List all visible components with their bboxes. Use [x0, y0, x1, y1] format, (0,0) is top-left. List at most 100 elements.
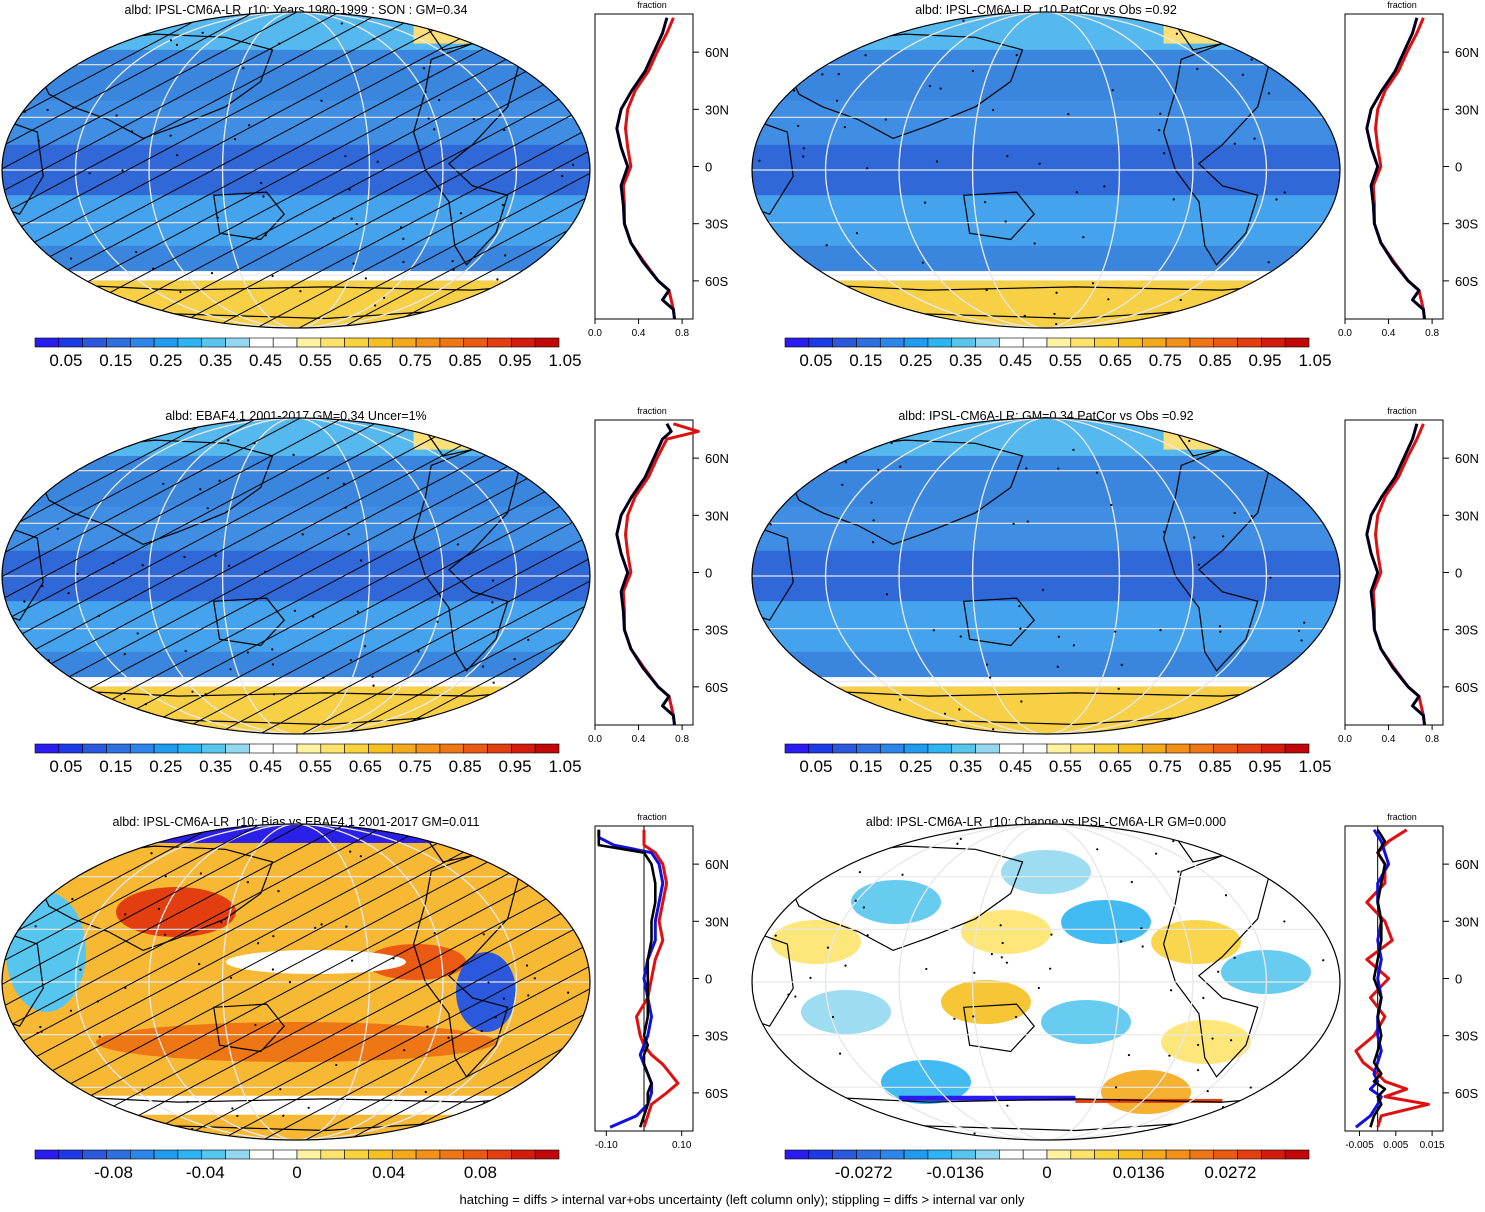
colorbar-swatch — [415, 337, 441, 348]
colorbar-swatch — [903, 337, 929, 348]
colorbar-swatch — [129, 337, 155, 348]
colorbar-swatch — [82, 743, 107, 754]
colorbar-swatch — [1237, 337, 1262, 348]
colorbar-swatch — [368, 337, 393, 348]
zonal-line-obs — [1354, 828, 1430, 1128]
colorbar: -0.0272 -0.0136 0 0.0136 0.0272 — [784, 1149, 1310, 1182]
colorbar-swatch — [511, 337, 536, 348]
colorbar-swatch — [784, 337, 810, 348]
coastline — [1162, 448, 1271, 672]
colorbar-swatch — [391, 743, 417, 754]
colorbar-swatch — [415, 743, 441, 754]
colorbar-tick-label: 0.45 — [249, 757, 282, 776]
colorbar-tick-label: 0.85 — [449, 757, 482, 776]
colorbar-tick-label: 0.55 — [299, 351, 332, 370]
zonal-x-tick-label: 0.4 — [632, 328, 646, 339]
colorbar-swatch — [879, 1149, 905, 1160]
colorbar-tick-label: 0.15 — [99, 351, 132, 370]
map-border — [751, 11, 1341, 329]
lat-tick-label: 60S — [705, 1086, 728, 1101]
colorbar-swatch — [225, 1149, 250, 1160]
colorbar-swatch — [1141, 1149, 1167, 1160]
colorbar-swatch — [82, 1149, 107, 1160]
zonal-x-tick-label: 0.8 — [1425, 734, 1439, 745]
colorbar-tick-label: 0.75 — [399, 757, 432, 776]
zonal-line-model — [615, 423, 676, 726]
colorbar-tick-label: 0.35 — [949, 351, 982, 370]
zonal-line-other — [1369, 829, 1387, 1128]
colorbar-swatch — [106, 337, 131, 348]
colorbar-tick-label: 0.25 — [149, 757, 182, 776]
colorbar-swatch — [903, 1149, 929, 1160]
lat-tick-label: 30N — [705, 102, 729, 117]
colorbar-swatch — [58, 337, 83, 348]
zonal-x-tick-label: 0.0 — [588, 734, 602, 745]
colorbar-swatch — [1165, 1149, 1191, 1160]
colorbar-swatch — [1189, 1149, 1215, 1160]
colorbar-swatch — [487, 337, 512, 348]
colorbar-swatch — [177, 1149, 203, 1160]
colorbar-swatch — [1189, 337, 1215, 348]
colorbar-swatch — [1261, 1149, 1286, 1160]
colorbar-swatch — [439, 743, 465, 754]
map — [752, 824, 1340, 1140]
zonal-line-other — [597, 829, 657, 1128]
colorbar-tick-label: 0.0272 — [1204, 1163, 1256, 1182]
zonal-x-tick-label: 0.0 — [1338, 328, 1352, 339]
zonal-mean-plot: fraction 60N 30N 0 30S 60S 0.0 0.4 0.8 — [1338, 0, 1479, 339]
lat-tick-label: 30N — [705, 508, 729, 523]
colorbar-tick-label: 0.55 — [1049, 757, 1082, 776]
colorbar-swatch — [999, 337, 1024, 348]
colorbar-swatch — [534, 743, 560, 754]
colorbar-tick-label: 0.75 — [399, 351, 432, 370]
colorbar-swatch — [1141, 743, 1167, 754]
colorbar-swatch — [225, 743, 250, 754]
coastline — [1162, 854, 1271, 1078]
colorbar-swatch — [1213, 743, 1238, 754]
coastline — [786, 845, 1024, 952]
colorbar-tick-label: 0.15 — [99, 757, 132, 776]
colorbar-tick-label: 0.45 — [999, 757, 1032, 776]
colorbar-tick-label: 0.65 — [349, 757, 382, 776]
colorbar-swatch — [1261, 743, 1286, 754]
colorbar-swatch — [249, 1149, 274, 1160]
colorbar-swatch — [1022, 337, 1048, 348]
colorbar-tick-label: 0.95 — [1249, 351, 1282, 370]
colorbar-tick-label: 0.25 — [899, 757, 932, 776]
panel-5: albd: IPSL-CM6A-LR_r10: Bias vs EBAF4.1 … — [1, 812, 729, 1182]
colorbar-swatch — [927, 743, 953, 754]
colorbar-swatch — [1070, 337, 1095, 348]
colorbar-swatch — [879, 743, 905, 754]
colorbar-swatch — [927, 1149, 953, 1160]
lat-tick-label: 30N — [1455, 914, 1479, 929]
zonal-x-tick-label: 0.015 — [1420, 1140, 1445, 1151]
colorbar-swatch — [1284, 337, 1310, 348]
colorbar-swatch — [129, 743, 155, 754]
lat-tick-label: 30S — [1455, 1029, 1478, 1044]
lat-tick-label: 60S — [1455, 274, 1478, 289]
colorbar-tick-label: 0.65 — [1099, 757, 1132, 776]
colorbar-tick-label: 1.05 — [1298, 351, 1331, 370]
map — [2, 418, 590, 734]
panel-title: albd: IPSL-CM6A-LR_r10: Years 1980-1999 … — [125, 3, 468, 17]
zonal-x-tick-label: 0.005 — [1383, 1140, 1408, 1151]
colorbar-tick-label: 0 — [1042, 1163, 1051, 1182]
lat-tick-label: 0 — [1455, 972, 1462, 987]
colorbar-swatch — [1284, 743, 1310, 754]
zonal-header: fraction — [637, 406, 667, 416]
colorbar-swatch — [344, 1149, 369, 1160]
colorbar-tick-label: 1.05 — [548, 757, 581, 776]
colorbar-swatch — [1094, 743, 1119, 754]
lat-tick-label: 0 — [705, 160, 712, 175]
colorbar-tick-label: 0.35 — [949, 757, 982, 776]
colorbar-tick-label: 1.05 — [548, 351, 581, 370]
zonal-header: fraction — [1387, 0, 1417, 10]
colorbar-swatch — [784, 1149, 810, 1160]
colorbar-swatch — [1118, 743, 1143, 754]
colorbar-tick-label: 0.85 — [449, 351, 482, 370]
colorbar-swatch — [201, 337, 226, 348]
colorbar-swatch — [951, 337, 976, 348]
colorbar-swatch — [296, 743, 322, 754]
colorbar-swatch — [1213, 1149, 1238, 1160]
zonal-mean-plot: fraction 60N 30N 0 30S 60S 0.0 0.4 0.8 — [1338, 406, 1479, 745]
